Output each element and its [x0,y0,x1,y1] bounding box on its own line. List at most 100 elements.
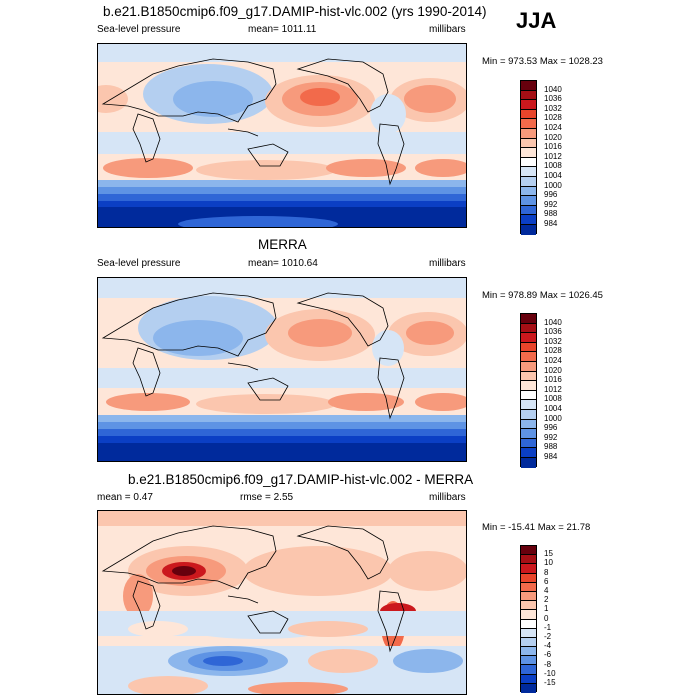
colorbar-label: 1016 [544,142,562,152]
colorbar-label: -1 [544,622,552,632]
colorbar-swatch [521,665,536,675]
colorbar-label: 992 [544,199,558,209]
panel3-mean-label: mean = 0.47 [97,492,153,503]
colorbar-swatch [521,81,536,91]
colorbar-swatch [521,628,536,638]
colorbar-label: 988 [544,209,558,219]
panel2-minmax-label: Min = 978.89 Max = 1026.45 [482,290,603,301]
panel3-units-label: millibars [429,492,466,503]
colorbar-label: 1028 [544,113,562,123]
colorbar-label: 1008 [544,161,562,171]
panel1-map [97,43,467,228]
colorbar-swatch [521,674,536,684]
colorbar-label: -6 [544,650,552,660]
panel3-map-field [98,511,466,694]
colorbar-label: 992 [544,432,558,442]
colorbar-label: 1032 [544,103,562,113]
colorbar-label: 1012 [544,151,562,161]
colorbar-swatch [521,224,536,235]
colorbar-swatch [521,400,536,410]
colorbar-swatch [521,167,536,177]
colorbar-label: 1040 [544,317,562,327]
colorbar-swatch [521,138,536,149]
colorbar-label: 1008 [544,394,562,404]
colorbar-swatch [521,409,536,420]
panel3-minmax-label: Min = -15.41 Max = 21.78 [482,522,591,533]
colorbar-swatch [521,333,536,343]
panel2-map [97,277,467,462]
colorbar-swatch [521,555,536,565]
panel1-mean-label: mean= 1011.11 [248,24,317,35]
colorbar-swatch [521,419,536,430]
panel2-variable-label: Sea-level pressure [97,258,181,269]
colorbar-swatch [521,683,536,693]
colorbar-swatch [521,656,536,666]
colorbar-swatch [521,637,536,648]
panel1-units-label: millibars [429,24,466,35]
colorbar-swatch [521,371,536,382]
panel1-title: b.e21.B1850cmip6.f09_g17.DAMIP-hist-vlc.… [103,4,487,19]
colorbar-label: 1028 [544,346,562,356]
colorbar-swatch [521,647,536,657]
colorbar-label: 1036 [544,94,562,104]
panel3-rmse-label: rmse = 2.55 [240,492,294,503]
panel1-map-field [98,44,466,227]
colorbar-swatch [521,448,536,458]
colorbar-label: 1016 [544,375,562,385]
colorbar-swatch [521,610,536,620]
colorbar-label: 1004 [544,404,562,413]
colorbar-label: 15 [544,549,553,559]
colorbar-label: 2 [544,595,549,605]
colorbar-label: 996 [544,423,558,433]
colorbar-label: 984 [544,452,558,461]
colorbar-label: 1020 [544,132,562,142]
colorbar-swatch [521,196,536,206]
colorbar-label: -15 [544,678,556,687]
colorbar-swatch [521,546,536,556]
panel2-mean-label: mean= 1010.64 [248,258,318,269]
panel1-variable-label: Sea-level pressure [97,24,181,35]
colorbar-label: 1000 [544,180,562,190]
colorbar-swatch [521,90,536,101]
colorbar-swatch [521,573,536,583]
colorbar-swatch [521,119,536,129]
colorbar-swatch [521,215,536,225]
colorbar-label: 1012 [544,384,562,394]
colorbar-swatch [521,438,536,449]
colorbar-swatch [521,314,536,324]
colorbar-label: 1036 [544,327,562,337]
colorbar-label: -8 [544,659,552,669]
colorbar-label: 6 [544,576,549,586]
panel2-units-label: millibars [429,258,466,269]
colorbar-label: 1040 [544,84,562,94]
colorbar-label: 1000 [544,413,562,423]
colorbar-label: 1024 [544,123,562,132]
panel2-map-field [98,278,466,461]
colorbar-label: 1020 [544,365,562,375]
colorbar-label: 1032 [544,336,562,346]
colorbar-label: 996 [544,190,558,200]
colorbar-label: 988 [544,442,558,452]
season-label: JJA [516,8,557,33]
colorbar-label: 1004 [544,171,562,180]
colorbar-swatch [521,148,536,158]
colorbar-label: 4 [544,586,549,595]
colorbar-swatch [521,591,536,602]
colorbar-label: 1 [544,604,549,614]
colorbar-swatch [521,390,536,401]
cb2-bar [520,313,537,468]
colorbar-label: 1024 [544,356,562,365]
cb3-bar [520,545,537,693]
colorbar-label: -10 [544,668,556,678]
colorbar-swatch [521,100,536,110]
colorbar-swatch [521,186,536,197]
colorbar-swatch [521,601,536,611]
colorbar-swatch [521,429,536,439]
colorbar-swatch [521,323,536,334]
panel1-minmax-label: Min = 973.53 Max = 1028.23 [482,56,603,67]
cb1-bar [520,80,537,235]
colorbar-label: 0 [544,613,549,623]
colorbar-swatch [521,342,536,353]
colorbar-swatch [521,176,536,187]
colorbar-swatch [521,564,536,574]
